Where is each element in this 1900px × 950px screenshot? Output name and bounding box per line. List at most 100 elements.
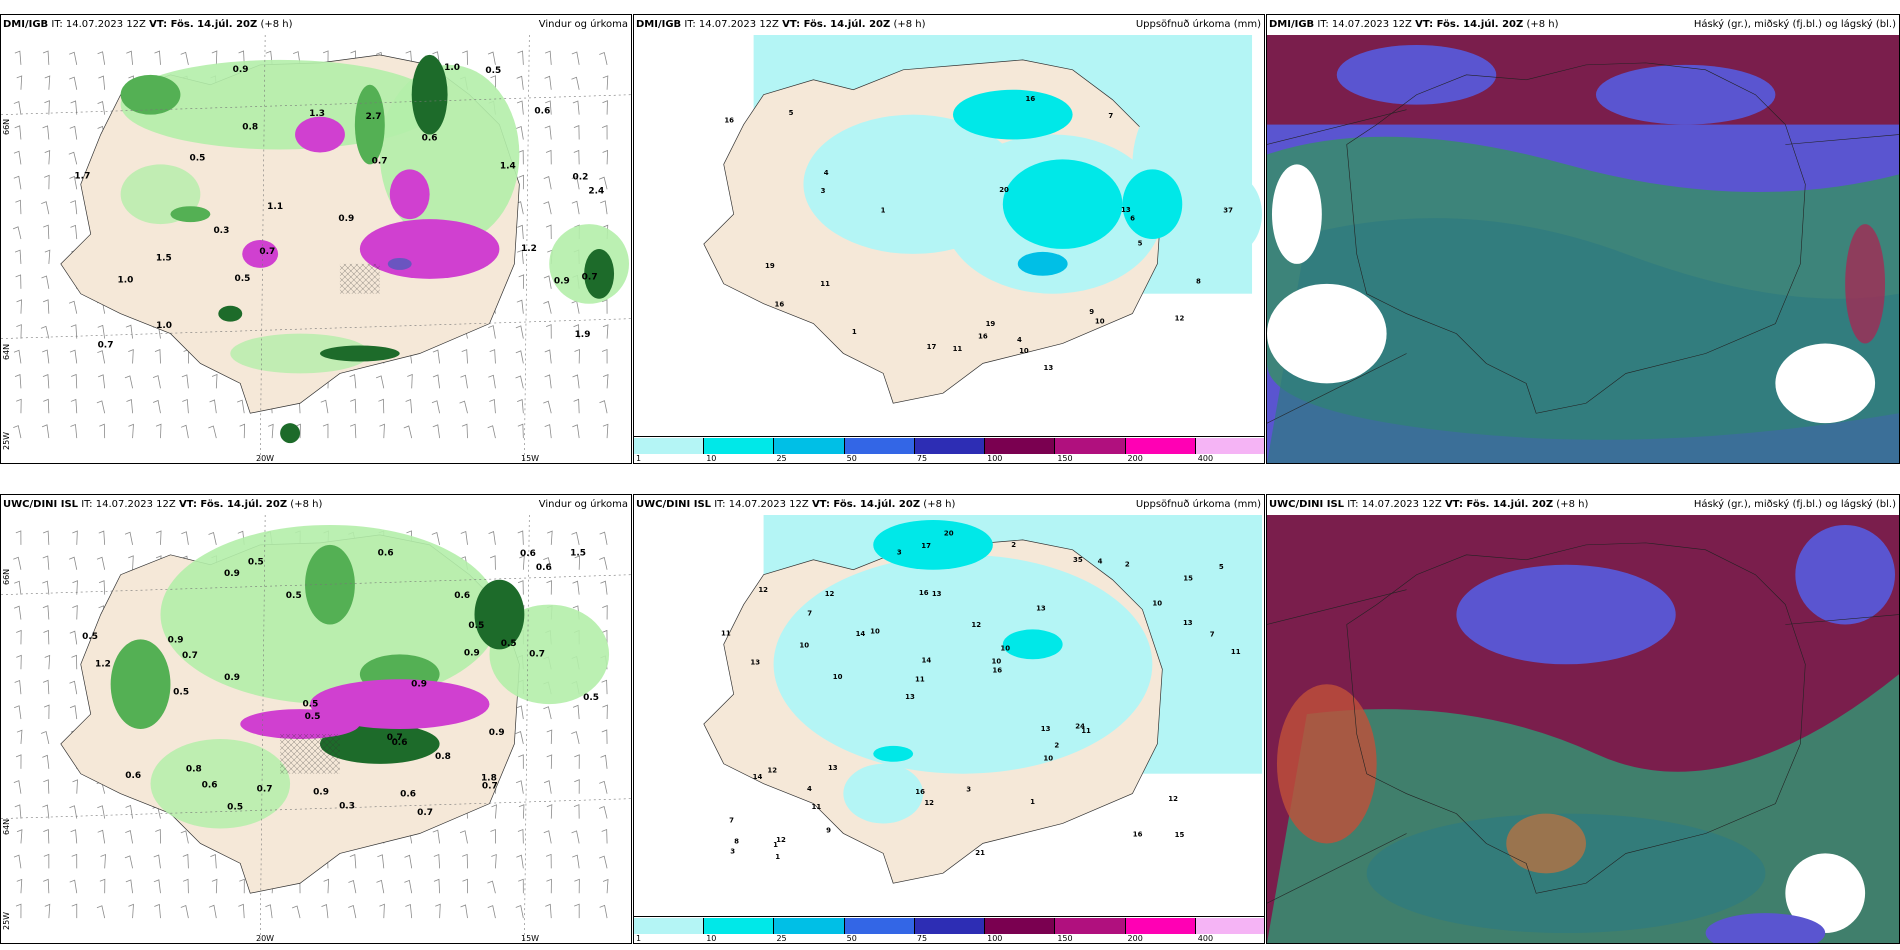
value-label: 1.9 xyxy=(575,330,591,340)
wind-barb xyxy=(571,76,580,90)
value-label: 0.7 xyxy=(259,247,275,257)
value-label: 0.7 xyxy=(582,273,598,283)
wind-barb xyxy=(125,324,133,339)
value-label: 0.7 xyxy=(417,808,433,818)
colorbar-tick-label: 400 xyxy=(1197,454,1214,463)
wind-barb xyxy=(69,879,78,894)
wind-barb xyxy=(432,374,441,389)
map-plot[interactable] xyxy=(1267,35,1899,463)
model-name: UWC/DINI ISL xyxy=(3,499,79,510)
wind-barb xyxy=(599,531,608,545)
value-label: 4 xyxy=(807,785,812,793)
wind-barb xyxy=(573,125,580,140)
wind-barb xyxy=(13,425,22,439)
wind-barb xyxy=(519,555,525,570)
wind-barb xyxy=(546,878,552,894)
wind-barb xyxy=(487,51,496,65)
panel-title: UWC/DINI ISL IT: 14.07.2023 12Z VT: Fös.… xyxy=(634,495,1264,515)
colorbar-segment xyxy=(1195,918,1264,934)
colorbar-tick-label: 150 xyxy=(1057,934,1073,943)
colorbar-segment xyxy=(985,438,1056,454)
wind-barb xyxy=(40,325,50,339)
wind-barb xyxy=(43,629,50,645)
init-time: IT: 14.07.2023 12Z xyxy=(684,19,779,30)
wind-barb xyxy=(14,249,22,264)
wind-barb xyxy=(517,249,524,264)
wind-barb xyxy=(69,125,78,140)
wind-barb xyxy=(518,878,524,894)
wind-barb xyxy=(70,324,78,339)
wind-barb xyxy=(544,349,552,364)
wind-barb xyxy=(431,531,440,545)
wind-barb xyxy=(71,373,78,389)
value-label: 0.6 xyxy=(125,771,141,781)
wind-barb xyxy=(543,780,552,794)
wind-barb xyxy=(601,348,608,364)
wind-barb xyxy=(574,348,580,364)
value-label: 7 xyxy=(1108,112,1113,120)
wind-barb xyxy=(488,325,496,339)
wind-barb xyxy=(152,399,161,414)
wind-barb xyxy=(487,425,496,439)
wind-barb xyxy=(459,400,468,414)
value-label: 0.9 xyxy=(464,649,480,659)
iceland-outline xyxy=(1346,62,1806,414)
map-plot[interactable]: 17 19 20 16 37 16 16 19 13 4 11 12 11 13 7 10 9 10 8 6 5 5 3 1 4… xyxy=(634,35,1264,436)
value-label: 0.5 xyxy=(305,712,321,722)
wind-barb xyxy=(182,398,189,414)
value-label: 2.4 xyxy=(588,186,604,196)
value-label: 0.5 xyxy=(485,66,501,76)
iceland-outline xyxy=(1346,542,1806,894)
panel-wind-precip-dmi: DMI/IGB IT: 14.07.2023 12Z VT: Fös. 14.j… xyxy=(0,14,632,464)
value-label: 0.9 xyxy=(233,65,249,75)
value-label: 0.9 xyxy=(224,673,240,683)
wind-barb xyxy=(153,854,161,869)
wind-barb xyxy=(601,124,608,140)
value-label: 14 xyxy=(921,657,931,665)
wind-barb xyxy=(16,654,22,670)
lon-label-right: 15W xyxy=(521,454,540,463)
value-label: 0.6 xyxy=(202,780,218,790)
lead-time: (+8 h) xyxy=(260,19,293,30)
wind-barb xyxy=(43,224,50,240)
map-plot[interactable]: 0.8 0.2 0.6 2.4 1.1 0.7 0.7 1.0 0.9 0.6 0.5 1.2 1.4 0… xyxy=(1,35,631,463)
wind-barb xyxy=(546,324,552,339)
wind-barb xyxy=(433,853,441,869)
wind-barb xyxy=(516,299,524,314)
wind-barb xyxy=(379,423,385,439)
wind-barb xyxy=(573,324,580,339)
colorbar-tick-label: 1 xyxy=(636,454,642,463)
value-label: 0.6 xyxy=(454,591,470,601)
value-label: 0.9 xyxy=(554,276,570,286)
lon-label-left: 25W xyxy=(2,911,11,930)
wind-barb xyxy=(487,905,496,919)
wind-barb xyxy=(128,349,134,364)
wind-barb xyxy=(100,853,106,869)
colorbar-tick-label: 100 xyxy=(987,934,1003,943)
wind-barb xyxy=(42,804,50,819)
panel-accum-precip-dmi: DMI/IGB IT: 14.07.2023 12Z VT: Fös. 14.j… xyxy=(633,14,1265,464)
wind-barb xyxy=(544,125,552,140)
wind-barb xyxy=(349,423,357,439)
value-label: 13 xyxy=(1036,605,1046,613)
wind-barb xyxy=(489,555,496,570)
wind-barb xyxy=(571,51,580,65)
wind-barb xyxy=(16,75,23,90)
wind-barb xyxy=(322,423,329,439)
wind-barb xyxy=(572,100,580,115)
wind-barb xyxy=(487,880,496,894)
wind-barb xyxy=(515,350,524,364)
wind-barb xyxy=(543,275,552,289)
map-plot[interactable]: 15 13 15 13 13 12 16 12 12 10 7 11 13 10 11 12 17 11 13 13 1… xyxy=(634,515,1264,916)
wind-barb xyxy=(545,853,552,869)
map-plot[interactable] xyxy=(1267,515,1899,943)
wind-barb xyxy=(208,425,217,439)
wind-barb xyxy=(599,400,608,414)
map-plot[interactable]: 0.7 0.9 0.8 0.9 0.5 0.6 0.5 0.9 0.5 0.6 0.6 0.5 0.5 0… xyxy=(1,515,631,943)
model-name: DMI/IGB xyxy=(3,19,49,30)
value-label: 1 xyxy=(775,853,780,861)
colorbar-segment xyxy=(704,438,775,454)
wind-barb xyxy=(544,75,552,90)
value-label: 0.6 xyxy=(400,790,416,800)
wind-barb xyxy=(295,423,301,439)
